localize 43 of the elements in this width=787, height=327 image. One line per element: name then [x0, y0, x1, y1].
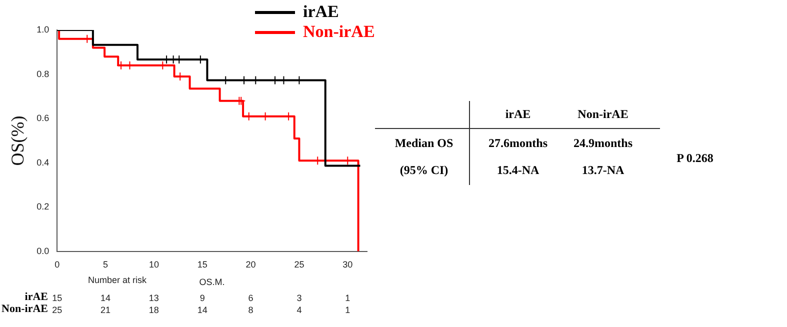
- y-tick-label: 0.6: [36, 113, 50, 124]
- text: Non-irAE: [2, 303, 48, 315]
- text: 4: [296, 305, 303, 315]
- legend-label: Non-irAE: [303, 22, 375, 42]
- text: 21: [100, 305, 112, 315]
- text: Number at risk: [88, 275, 147, 285]
- text: 1: [344, 305, 352, 315]
- x-tick-label: 25: [294, 259, 304, 270]
- y-axis-title: OS(%): [8, 116, 28, 166]
- text: 8: [247, 305, 254, 315]
- text: 1: [344, 293, 352, 303]
- y-tick-label: 1.0: [36, 24, 50, 34]
- y-tick-label: 0.4: [36, 157, 50, 168]
- text: Non-irAE: [576, 107, 630, 122]
- x-axis-title: OS.M.: [199, 277, 225, 288]
- text: 24.9months: [572, 136, 634, 151]
- x-tick-label: 10: [148, 259, 159, 270]
- text: 27.6months: [487, 136, 548, 151]
- text: 15: [51, 293, 64, 303]
- y-tick-label: 0.8: [36, 68, 50, 79]
- text: Median OS: [394, 136, 454, 151]
- text: 25: [51, 305, 64, 315]
- text: 18: [148, 305, 160, 315]
- text: 6: [247, 293, 254, 303]
- x-tick-label: 5: [103, 259, 108, 270]
- text: 14: [196, 305, 208, 315]
- y-tick-label: 0.2: [36, 202, 50, 212]
- text: (95% CI): [398, 163, 450, 178]
- text: 9: [198, 293, 206, 303]
- legend-label: irAE: [303, 2, 339, 22]
- text: 13: [148, 293, 160, 303]
- y-tick-label: 0.0: [36, 246, 50, 256]
- x-tick-label: 30: [342, 259, 353, 270]
- text: P 0.268: [676, 151, 714, 166]
- x-tick-label: 0: [54, 259, 60, 270]
- text: irAE: [24, 291, 48, 303]
- text: 15.4-NA: [496, 163, 540, 178]
- text: 3: [296, 293, 303, 303]
- text: 14: [100, 293, 112, 303]
- text: 13.7-NA: [580, 163, 626, 178]
- x-tick-label: 15: [197, 259, 208, 270]
- text: irAE: [504, 107, 532, 122]
- x-tick-label: 20: [246, 259, 256, 270]
